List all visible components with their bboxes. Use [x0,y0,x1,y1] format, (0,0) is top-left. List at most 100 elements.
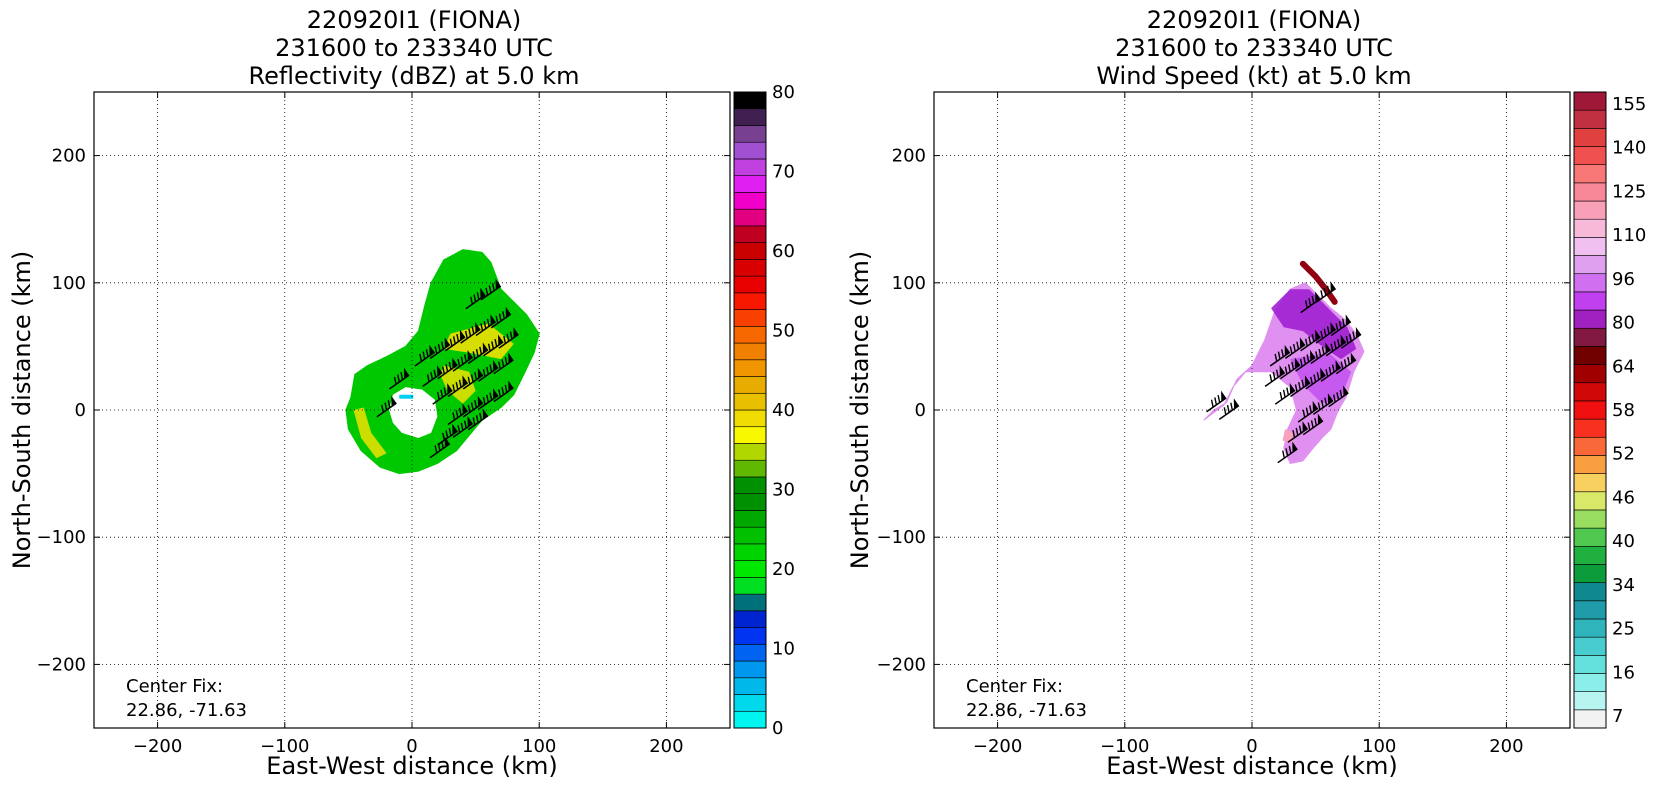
wind-barb [1302,413,1324,436]
wind-barb [444,329,466,352]
colorbar-bin [1573,418,1607,438]
x-tick-label: 200 [649,736,683,757]
colorbar-bin [1573,436,1607,456]
colorbar-bin [1573,146,1607,165]
colorbar-tick-label: 0 [772,718,783,739]
wind-barb [475,314,497,337]
colorbar-bin [733,292,767,310]
x-tick-label: 200 [1489,736,1523,757]
colorbar-bin [733,242,767,260]
colorbar-bin [733,208,767,227]
axis-ticks: −200 −100 0 100 200 −200 −100 0 100 200 [37,92,730,757]
colorbar-bin [1573,237,1607,256]
wind-barb [460,321,481,344]
colorbar-tick-label: 140 [1612,138,1646,159]
colorbar-bin [733,526,767,545]
colorbar-bin [733,108,767,126]
wind-barb [462,367,484,390]
colorbar-bin [733,493,767,511]
wind-barb [1330,314,1352,337]
colorbar-bin [1573,255,1607,275]
colorbar-bin [1573,91,1607,111]
wind-barb [1328,385,1349,408]
colorbar-bin [733,158,767,176]
colorbar-bin [733,125,767,143]
wind-barb [483,334,504,357]
colorbar-bin [733,610,767,628]
wind-barb [414,344,435,367]
storm-eye [389,387,438,438]
colorbar-bin [1573,673,1607,692]
colorbar-tick-label: 80 [772,82,795,103]
wind-barb [432,383,453,405]
wind-streak [1299,260,1338,305]
wind-barb [465,287,486,310]
colorbar-tick-label: 70 [772,162,795,183]
colorbar-bin [1573,709,1607,729]
colorbar-bin [733,326,767,344]
colorbar-bin [1573,618,1607,638]
wind-barb [1297,400,1319,423]
wind-barb [422,365,443,387]
wind-barb [467,408,489,431]
colorbar-tick-label: 58 [1612,400,1635,421]
colorbar-bin [1573,128,1607,147]
panel-title-line-2: 231600 to 233340 UTC [1115,34,1393,62]
wind-barb [1320,360,1342,382]
colorbar-bin [1573,691,1607,711]
colorbar: 0 10 20 30 40 50 60 70 80 [733,82,795,739]
wind-barb [389,367,410,390]
x-tick-label: −100 [260,736,309,757]
colorbar-bin [733,309,767,327]
wind-barb [490,306,512,329]
colorbar-tick-label: 34 [1612,575,1635,596]
x-axis-label: East-West distance (km) [266,752,557,780]
y-tick-label: 0 [915,400,926,421]
wind-barb [478,388,499,410]
colorbar-bin [733,577,767,595]
center-fix-coordinates: 22.86, -71.63 [126,700,247,721]
colorbar-bin [1573,182,1607,202]
y-tick-label: 200 [892,146,926,167]
wind-barb [1340,327,1362,349]
colorbar-bin [733,476,767,494]
y-tick-label: −100 [877,527,926,548]
colorbar-bin [733,443,767,461]
wind-barb [1335,352,1357,375]
colorbar-tick-label: 80 [1612,313,1635,334]
wind-barb [493,380,514,403]
panel-title-line-1: 220920I1 (FIONA) [307,6,521,34]
colorbar: 7 16 25 34 40 46 52 58 64 80 96 110 125 140 155 [1573,91,1646,729]
y-tick-label: 0 [75,400,86,421]
center-fix-label: Center Fix: [126,676,223,697]
wind-barb [376,395,397,418]
wind-barb [1206,390,1227,413]
colorbar-bin [733,694,767,712]
wind-barb [447,403,469,426]
reflectivity-panel: 220920I1 (FIONA) 231600 to 233340 UTC Re… [8,6,795,780]
colorbar-bin [1573,400,1607,420]
colorbar-bin [1573,200,1607,220]
wind-barb [1284,337,1306,359]
wind-barb [1325,334,1347,357]
colorbar-bin [733,175,767,193]
colorbar-bin [733,259,767,277]
high-reflectivity-band [440,365,476,404]
wind-barb [429,436,451,459]
wind-barb [467,342,489,365]
y-tick-label: 200 [52,146,86,167]
colorbar-bin [1573,582,1607,602]
colorbar-bin [733,459,767,478]
y-axis-label: North-South distance (km) [846,251,874,570]
colorbar-tick-label: 25 [1612,619,1635,640]
plot-area [934,92,1570,728]
panel-title-line-3: Reflectivity (dBZ) at 5.0 km [249,62,580,90]
colorbar-tick-label: 46 [1612,487,1635,508]
wind-barb [1277,441,1298,464]
wind-barb [452,416,474,438]
x-tick-label: 0 [1246,736,1257,757]
eye-echo [399,394,414,399]
colorbar-bin [733,409,767,428]
x-tick-label: 100 [522,736,556,757]
colorbar-bin [733,392,767,411]
